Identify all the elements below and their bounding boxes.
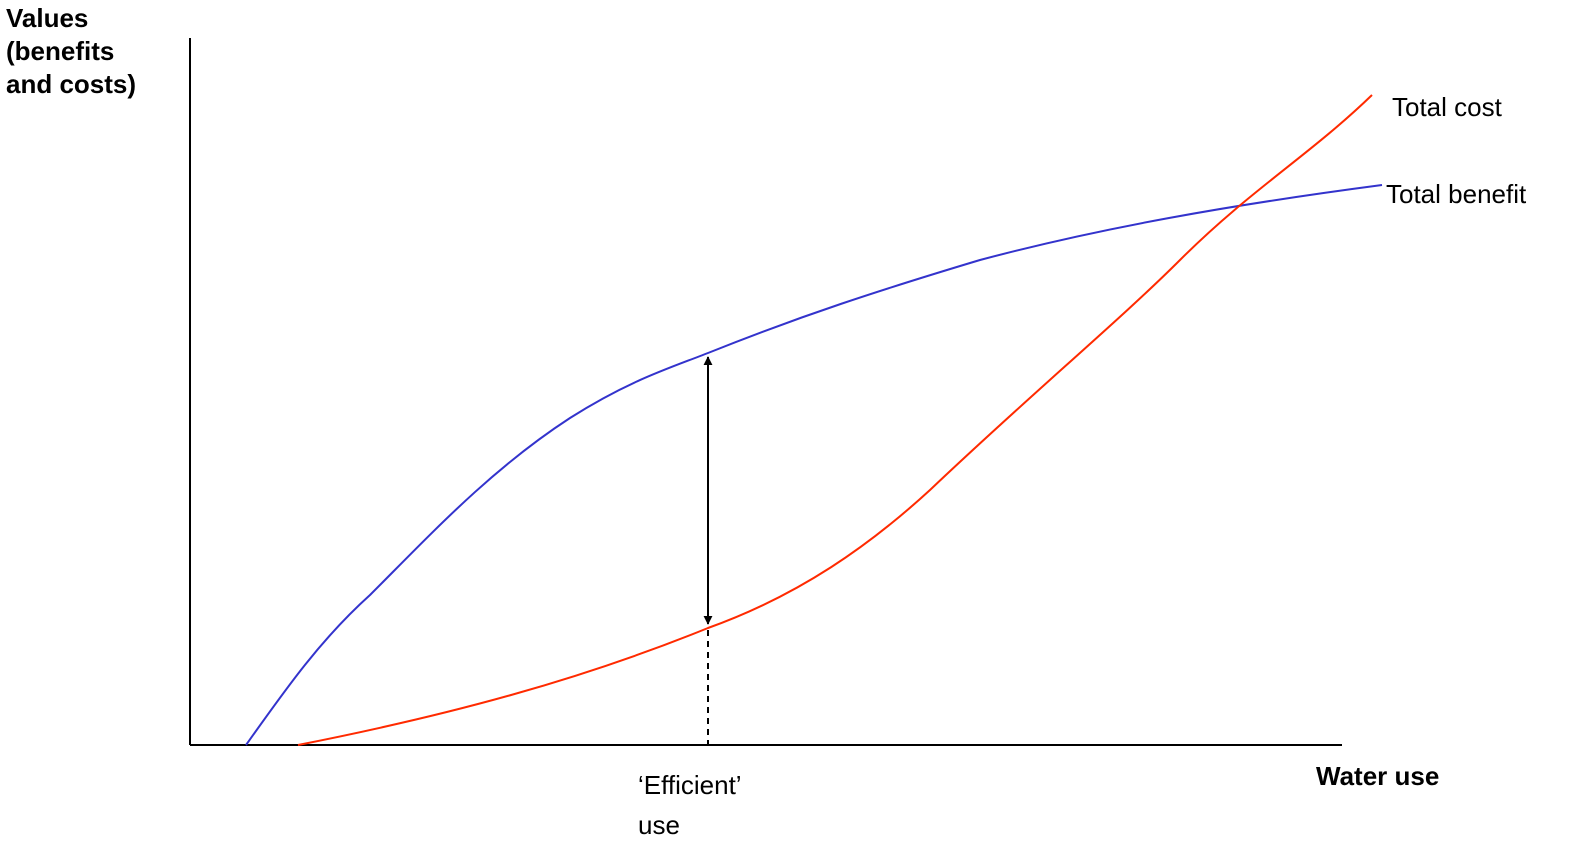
total-benefit-label: Total benefit bbox=[1386, 179, 1527, 209]
x-axis-label: Water use bbox=[1316, 761, 1440, 791]
total-cost-curve bbox=[297, 94, 1373, 746]
y-axis-label: Values (benefits and costs) bbox=[6, 3, 137, 99]
total-cost-label: Total cost bbox=[1392, 92, 1502, 122]
efficient-use-label: ‘Efficient’ use bbox=[638, 770, 742, 840]
total-benefit-curve bbox=[245, 184, 1383, 746]
